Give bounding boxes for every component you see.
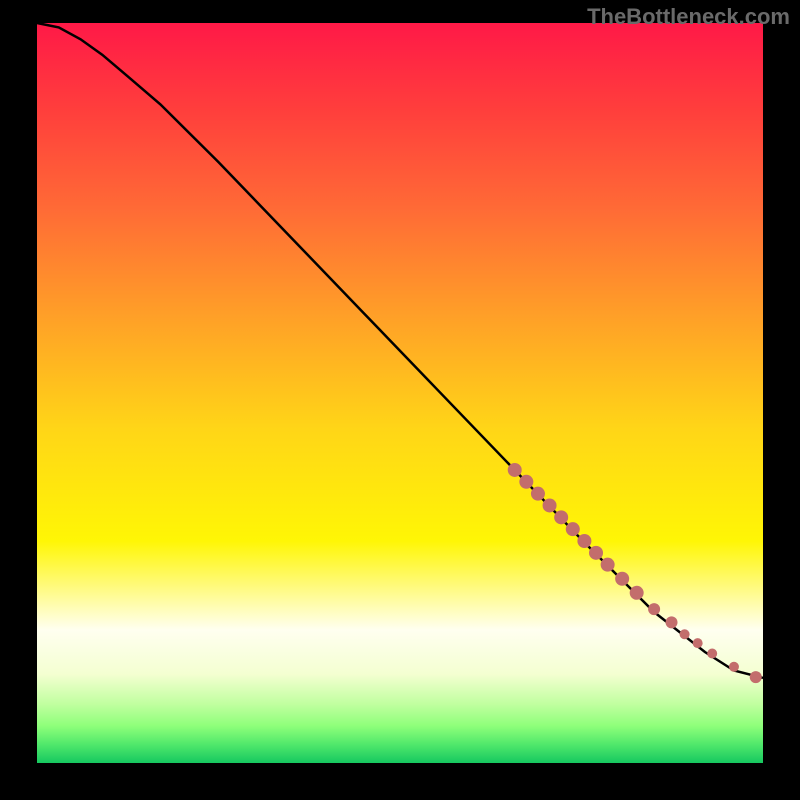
data-marker (566, 522, 580, 536)
data-marker (554, 510, 568, 524)
data-marker (508, 463, 522, 477)
data-marker (601, 558, 615, 572)
data-marker (693, 638, 703, 648)
data-marker (666, 616, 678, 628)
chart-gradient-bg (37, 23, 763, 763)
data-marker (707, 648, 717, 658)
data-marker (589, 546, 603, 560)
watermark-text: TheBottleneck.com (587, 4, 790, 30)
data-marker (729, 662, 739, 672)
data-marker (630, 586, 644, 600)
data-marker (577, 534, 591, 548)
data-marker (519, 475, 533, 489)
data-marker (750, 671, 762, 683)
data-marker (543, 498, 557, 512)
data-marker (648, 603, 660, 615)
data-marker (615, 572, 629, 586)
data-marker (531, 487, 545, 501)
data-marker (680, 629, 690, 639)
bottleneck-chart (0, 0, 800, 800)
